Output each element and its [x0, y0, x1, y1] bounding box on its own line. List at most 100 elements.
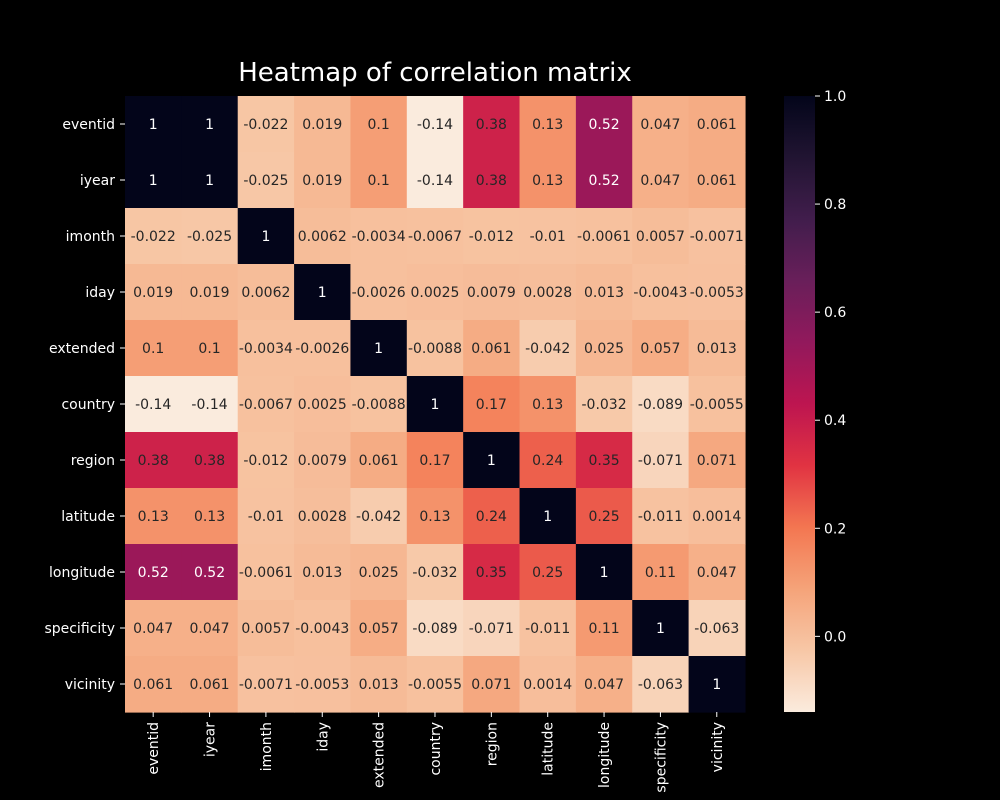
cell-value-label: 0.0028	[298, 509, 347, 525]
y-tick-label: iyear	[80, 173, 115, 189]
cell-value-label: -0.14	[135, 397, 171, 413]
heatmap-cell	[294, 656, 352, 713]
cell-value-label: 0.11	[588, 621, 619, 637]
cell-value-label: 0.0057	[636, 229, 685, 245]
cell-value-label: 0.0028	[523, 285, 572, 301]
cell-value-label: 0.17	[476, 397, 507, 413]
cell-value-label: 0.13	[138, 509, 169, 525]
heatmap-cell	[350, 600, 408, 657]
cell-value-label: 0.0079	[467, 285, 516, 301]
cell-value-label: 0.11	[645, 565, 676, 581]
x-tick-label: iday	[315, 722, 331, 752]
cell-value-label: -0.063	[694, 621, 739, 637]
cell-value-label: 0.047	[189, 621, 229, 637]
x-tick-label: longitude	[597, 722, 613, 788]
heatmap-cell	[125, 152, 182, 209]
heatmap-cell	[463, 376, 521, 433]
y-tick-label: extended	[49, 341, 115, 357]
heatmap-cell	[350, 488, 408, 545]
heatmap-cell	[294, 432, 352, 489]
y-tick-label: eventid	[62, 117, 115, 133]
heatmap-cell	[688, 656, 746, 713]
heatmap-cell	[125, 96, 182, 153]
heatmap-cell	[688, 264, 746, 321]
heatmap-cell	[294, 544, 352, 601]
heatmap-cell	[181, 264, 239, 321]
cell-value-label: -0.011	[638, 509, 683, 525]
heatmap-cell	[125, 656, 182, 713]
cell-value-label: 1	[487, 453, 496, 469]
heatmap-cell	[181, 656, 239, 713]
cell-value-label: -0.089	[412, 621, 457, 637]
cell-value-label: 0.025	[359, 565, 399, 581]
heatmap-cell	[294, 488, 352, 545]
cell-value-label: -0.0071	[690, 229, 744, 245]
cell-value-label: 0.0057	[241, 621, 290, 637]
x-tick-label: extended	[372, 722, 388, 788]
heatmap-cell	[519, 656, 577, 713]
heatmap-cell	[519, 376, 577, 433]
x-tick-label: country	[428, 722, 444, 776]
cell-value-label: -0.012	[243, 453, 288, 469]
cell-value-label: 0.0025	[298, 397, 347, 413]
heatmap-cell	[350, 656, 408, 713]
cell-value-label: 0.24	[532, 453, 563, 469]
cell-value-label: 0.057	[640, 341, 680, 357]
x-tick-label: latitude	[541, 722, 557, 776]
heatmap-cell	[294, 96, 352, 153]
cell-value-label: -0.01	[248, 509, 284, 525]
cell-value-label: 0.013	[584, 285, 624, 301]
cell-value-label: 0.047	[640, 173, 680, 189]
cell-value-label: 0.061	[697, 173, 737, 189]
heatmap-cell	[575, 656, 633, 713]
cell-value-label: 0.13	[194, 509, 225, 525]
cell-value-label: 0.35	[476, 565, 507, 581]
heatmap-cell	[632, 656, 690, 713]
heatmap-cell	[181, 432, 239, 489]
cell-value-label: -0.0053	[690, 285, 744, 301]
colorbar-tick-label: 0.2	[824, 521, 846, 537]
heatmap-cell	[125, 600, 182, 657]
heatmap-cell	[632, 264, 690, 321]
heatmap-cell	[350, 376, 408, 433]
colorbar-tick-label: 0.0	[824, 629, 846, 645]
heatmap-cell	[463, 432, 521, 489]
cell-value-label: 0.13	[419, 509, 450, 525]
cell-value-label: -0.089	[638, 397, 683, 413]
heatmap-cell	[575, 600, 633, 657]
cell-value-label: 0.52	[194, 565, 225, 581]
cell-value-label: 0.25	[532, 565, 563, 581]
heatmap-cell	[237, 320, 295, 377]
colorbar	[784, 96, 815, 712]
cell-value-label: 0.0014	[692, 509, 741, 525]
heatmap-cell	[237, 208, 295, 265]
heatmap-cell	[688, 544, 746, 601]
cell-value-label: -0.042	[356, 509, 401, 525]
heatmap-cell	[575, 488, 633, 545]
heatmap-cell	[181, 600, 239, 657]
heatmap-cell	[406, 152, 464, 209]
heatmap-cell	[463, 656, 521, 713]
heatmap-cell	[519, 320, 577, 377]
heatmap-cell	[575, 96, 633, 153]
cell-value-label: 1	[205, 117, 214, 133]
cell-value-label: -0.032	[412, 565, 457, 581]
heatmap-cell	[406, 96, 464, 153]
cell-value-label: 0.071	[697, 453, 737, 469]
cell-value-label: -0.0067	[239, 397, 293, 413]
heatmap-cell	[237, 96, 295, 153]
cell-value-label: -0.0043	[295, 621, 349, 637]
cell-value-label: 0.1	[367, 173, 389, 189]
cell-value-label: -0.0088	[352, 397, 406, 413]
cell-value-label: -0.012	[469, 229, 514, 245]
cell-value-label: 0.0062	[298, 229, 347, 245]
heatmap-cell	[632, 320, 690, 377]
heatmap-cell	[125, 488, 182, 545]
cell-value-label: 0.013	[359, 677, 399, 693]
cell-value-label: 0.047	[133, 621, 173, 637]
cell-value-label: -0.14	[417, 117, 453, 133]
colorbar-tick-label: 1.0	[824, 89, 846, 105]
cell-value-label: 1	[149, 173, 158, 189]
cell-value-label: 0.52	[588, 117, 619, 133]
cell-value-label: 1	[543, 509, 552, 525]
